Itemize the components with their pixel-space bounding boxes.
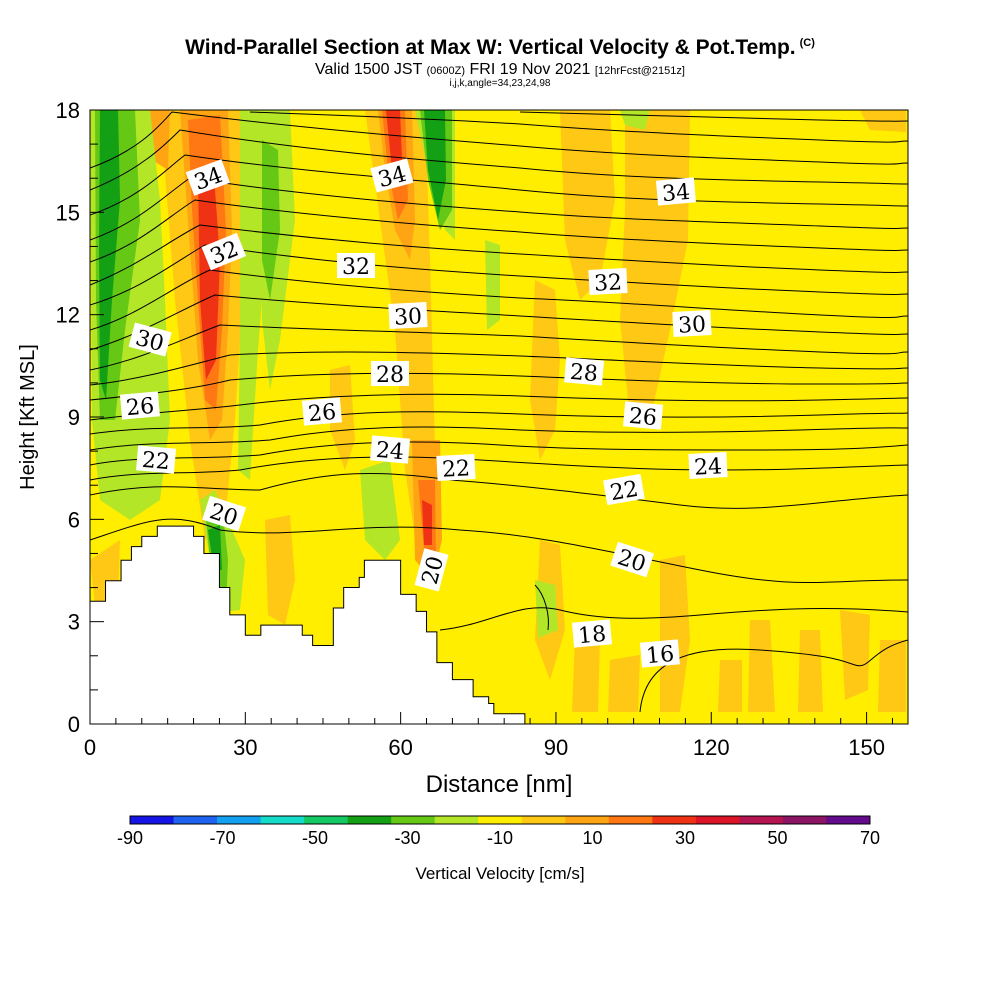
x-axis-label: Distance [nm]	[426, 771, 573, 798]
contour-label-26: 26	[301, 397, 342, 427]
colorbar-swatch	[347, 816, 392, 824]
colorbar-swatch	[130, 816, 175, 824]
svg-text:22: 22	[441, 456, 470, 482]
svg-text:32: 32	[342, 255, 370, 280]
contour-label-20: 20	[414, 548, 449, 592]
svg-text:34: 34	[661, 180, 691, 207]
contour-label-22: 22	[603, 473, 645, 506]
colorbar-swatch	[478, 816, 523, 824]
y-tick-label: 0	[68, 712, 80, 737]
colorbar-tick-label: -50	[302, 828, 328, 848]
colorbar-tick-label: 10	[582, 828, 602, 848]
contour-label-22: 22	[136, 445, 177, 475]
svg-text:30: 30	[677, 312, 706, 338]
svg-text:28: 28	[376, 363, 404, 388]
contour-label-26: 26	[119, 391, 160, 421]
contour-label-34: 34	[185, 159, 230, 196]
svg-text:16: 16	[645, 642, 675, 669]
theta-contours	[90, 111, 908, 713]
colorbar-swatch	[260, 816, 305, 824]
svg-text:30: 30	[393, 304, 422, 330]
colorbar-swatch	[608, 816, 653, 824]
colorbar-swatch	[217, 816, 262, 824]
contour-label-32: 32	[588, 268, 628, 297]
colorbar-tick-label: 70	[860, 828, 880, 848]
x-tick-label: 120	[693, 735, 730, 760]
y-tick-label: 6	[68, 507, 80, 532]
copyright-mark: (C)	[799, 37, 815, 49]
contour-label-24: 24	[370, 435, 411, 465]
colorbar-tick-label: 50	[767, 828, 787, 848]
colorbar-swatch	[521, 816, 566, 824]
svg-text:24: 24	[693, 454, 722, 480]
chart-subtitle: Valid 1500 JST (0600Z) FRI 19 Nov 2021 […	[315, 61, 685, 78]
contour-label-22: 22	[436, 454, 476, 483]
svg-text:24: 24	[375, 438, 405, 465]
grid-indices: i,j,k,angle=34,23,24,98	[449, 78, 551, 89]
colorbar-tick-label: -10	[487, 828, 513, 848]
contour-label-16: 16	[639, 639, 680, 669]
svg-text:28: 28	[569, 360, 599, 387]
colorbar: -90 -70 -50 -30 -10 10 30 50 70	[117, 815, 880, 848]
colorbar-tick-label: 30	[675, 828, 695, 848]
contour-label-32: 32	[337, 253, 375, 280]
colorbar-swatch	[739, 816, 784, 824]
colorbar-swatch	[173, 816, 218, 824]
svg-text:26: 26	[628, 404, 658, 431]
svg-text:26: 26	[307, 400, 337, 427]
chart-title: Wind-Parallel Section at Max W: Vertical…	[185, 36, 815, 59]
updraft-peak-areas	[198, 110, 432, 545]
colorbar-swatch	[565, 816, 610, 824]
svg-text:22: 22	[141, 448, 171, 475]
colorbar-tick-label: -90	[117, 828, 143, 848]
y-axis-label: Height [Kft MSL]	[17, 344, 39, 490]
contour-label-30: 30	[388, 302, 428, 331]
terrain-profile	[90, 525, 908, 724]
colorbar-frame	[129, 815, 871, 825]
contour-label-18: 18	[571, 619, 612, 649]
colorbar-swatch	[434, 816, 479, 824]
colorbar-swatch	[782, 816, 827, 824]
contour-label-34: 34	[655, 177, 696, 207]
svg-text:26: 26	[125, 394, 155, 421]
colorbar-swatch	[304, 816, 349, 824]
svg-text:32: 32	[593, 270, 622, 296]
colorbar-title: Vertical Velocity [cm/s]	[415, 864, 585, 883]
y-tick-label: 12	[56, 303, 80, 328]
x-tick-label: 0	[84, 735, 96, 760]
downdraft-strong-areas	[99, 110, 446, 570]
y-tick-label: 18	[56, 98, 80, 123]
x-tick-label: 90	[544, 735, 568, 760]
colorbar-tick-label: -30	[394, 828, 420, 848]
contour-label-30: 30	[672, 310, 712, 339]
x-tick-label: 60	[388, 735, 412, 760]
colorbar-swatch	[391, 816, 436, 824]
colorbar-swatch	[695, 816, 740, 824]
plot-axes: 0 30 60 90 120 150 0 3 6 9 12 15 18 Distance [nm] Heig…	[17, 98, 893, 798]
contour-label-30: 30	[128, 322, 172, 357]
y-tick-label: 9	[68, 405, 80, 430]
svg-text:18: 18	[577, 622, 607, 649]
contour-label-28: 28	[564, 357, 605, 387]
contour-label-24: 24	[688, 452, 728, 481]
colorbar-swatch	[652, 816, 697, 824]
svg-text:22: 22	[608, 477, 640, 506]
contour-label-28: 28	[371, 361, 409, 388]
colorbar-tick-label: -70	[209, 828, 235, 848]
y-tick-label: 15	[56, 200, 80, 225]
y-tick-label: 3	[68, 610, 80, 635]
contour-label-26: 26	[623, 401, 664, 431]
x-tick-label: 30	[233, 735, 257, 760]
colorbar-swatch	[826, 816, 871, 824]
x-tick-label: 150	[848, 735, 885, 760]
